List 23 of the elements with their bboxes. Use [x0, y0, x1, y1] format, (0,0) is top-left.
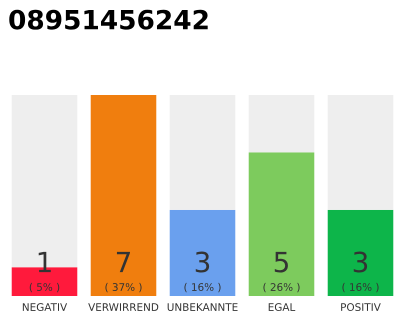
bar — [328, 210, 394, 296]
x-tick-label: UNBEKANNTE — [168, 303, 238, 312]
bar — [248, 152, 314, 296]
data-label: 1 — [38, 252, 51, 272]
data-label: 3 — [354, 252, 368, 273]
bar — [328, 95, 394, 210]
bar — [170, 210, 236, 296]
bar — [90, 95, 156, 296]
bar — [248, 95, 314, 152]
x-tick-label: VERWIRREND — [88, 303, 158, 311]
chart-title: 08951456242 — [9, 10, 208, 30]
data-label: 3 — [196, 252, 210, 273]
annotation: ( 16% ) — [342, 282, 379, 292]
x-tick-label: POSITIV — [341, 303, 381, 312]
x-tick-label: NEGATIV — [22, 303, 68, 312]
data-label: 5 — [274, 252, 288, 273]
x-tick-label: EGAL — [268, 303, 296, 312]
annotation: ( 26% ) — [263, 282, 300, 292]
annotation: ( 37% ) — [105, 282, 142, 292]
bar — [170, 95, 236, 210]
annotation: ( 5% ) — [30, 282, 60, 292]
data-label: 7 — [116, 252, 130, 272]
annotation: ( 16% ) — [184, 282, 221, 292]
